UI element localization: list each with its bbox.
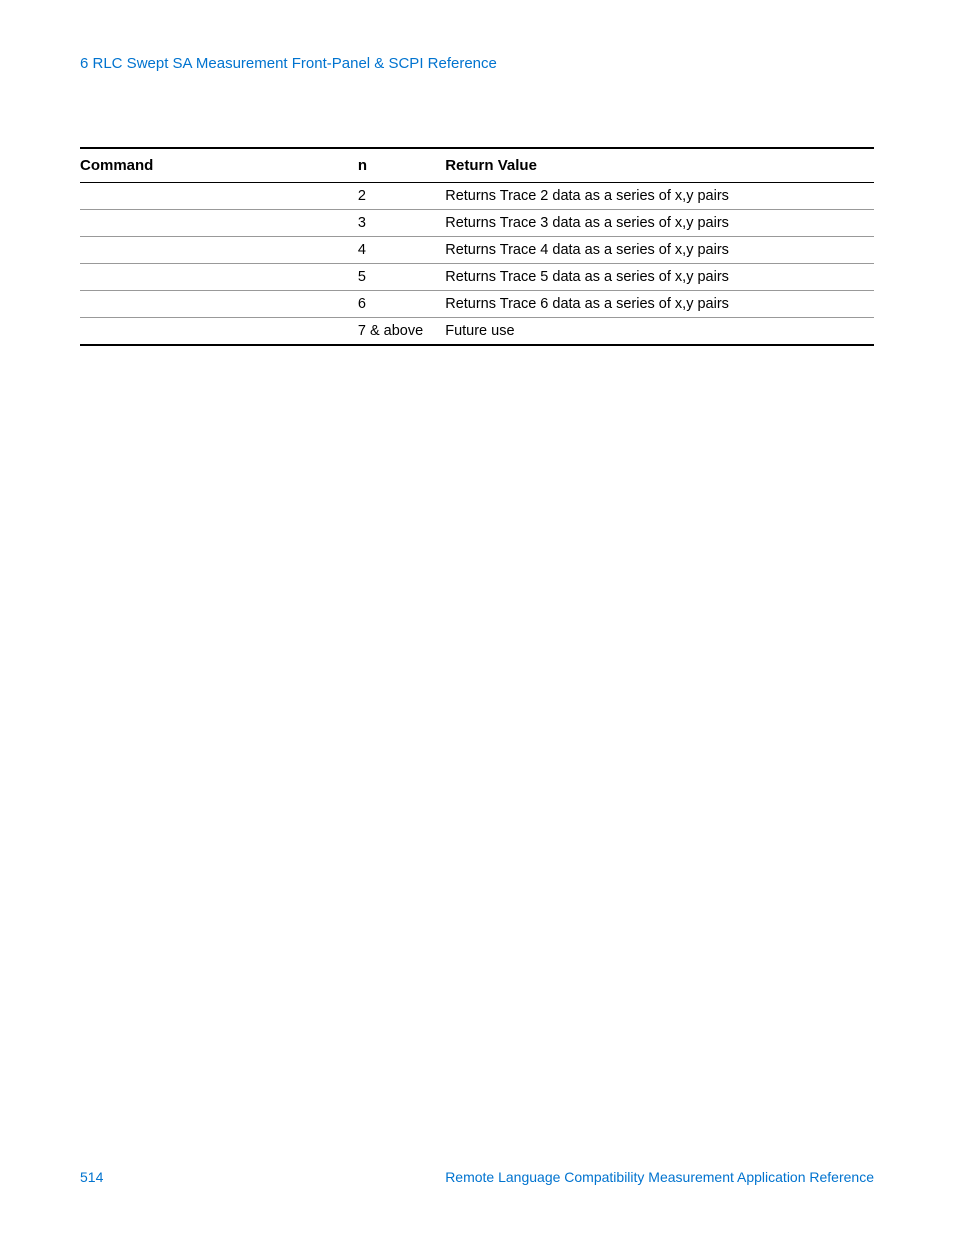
cell-return-value: Returns Trace 6 data as a series of x,y … [445,291,874,318]
table-row: 7 & above Future use [80,318,874,346]
column-header-return-value: Return Value [445,148,874,183]
cell-return-value: Future use [445,318,874,346]
cell-n: 6 [358,291,445,318]
page-number: 514 [80,1169,103,1185]
table-body: 2 Returns Trace 2 data as a series of x,… [80,183,874,346]
table-row: 6 Returns Trace 6 data as a series of x,… [80,291,874,318]
table-row: 2 Returns Trace 2 data as a series of x,… [80,183,874,210]
table-row: 3 Returns Trace 3 data as a series of x,… [80,210,874,237]
cell-n: 2 [358,183,445,210]
cell-return-value: Returns Trace 4 data as a series of x,y … [445,237,874,264]
page-header-title: 6 RLC Swept SA Measurement Front-Panel &… [80,55,874,72]
table-row: 4 Returns Trace 4 data as a series of x,… [80,237,874,264]
cell-return-value: Returns Trace 2 data as a series of x,y … [445,183,874,210]
cell-command [80,183,358,210]
cell-command [80,264,358,291]
cell-command [80,237,358,264]
document-page: 6 RLC Swept SA Measurement Front-Panel &… [0,0,954,1235]
table-row: 5 Returns Trace 5 data as a series of x,… [80,264,874,291]
column-header-command: Command [80,148,358,183]
table-header-row: Command n Return Value [80,148,874,183]
column-header-n: n [358,148,445,183]
cell-n: 4 [358,237,445,264]
footer-doc-title: Remote Language Compatibility Measuremen… [445,1169,874,1185]
cell-command [80,210,358,237]
cell-command [80,318,358,346]
cell-n: 7 & above [358,318,445,346]
cell-n: 5 [358,264,445,291]
cell-n: 3 [358,210,445,237]
return-value-table: Command n Return Value 2 Returns Trace 2… [80,147,874,346]
page-footer: 514 Remote Language Compatibility Measur… [80,1169,874,1185]
cell-return-value: Returns Trace 5 data as a series of x,y … [445,264,874,291]
cell-command [80,291,358,318]
cell-return-value: Returns Trace 3 data as a series of x,y … [445,210,874,237]
